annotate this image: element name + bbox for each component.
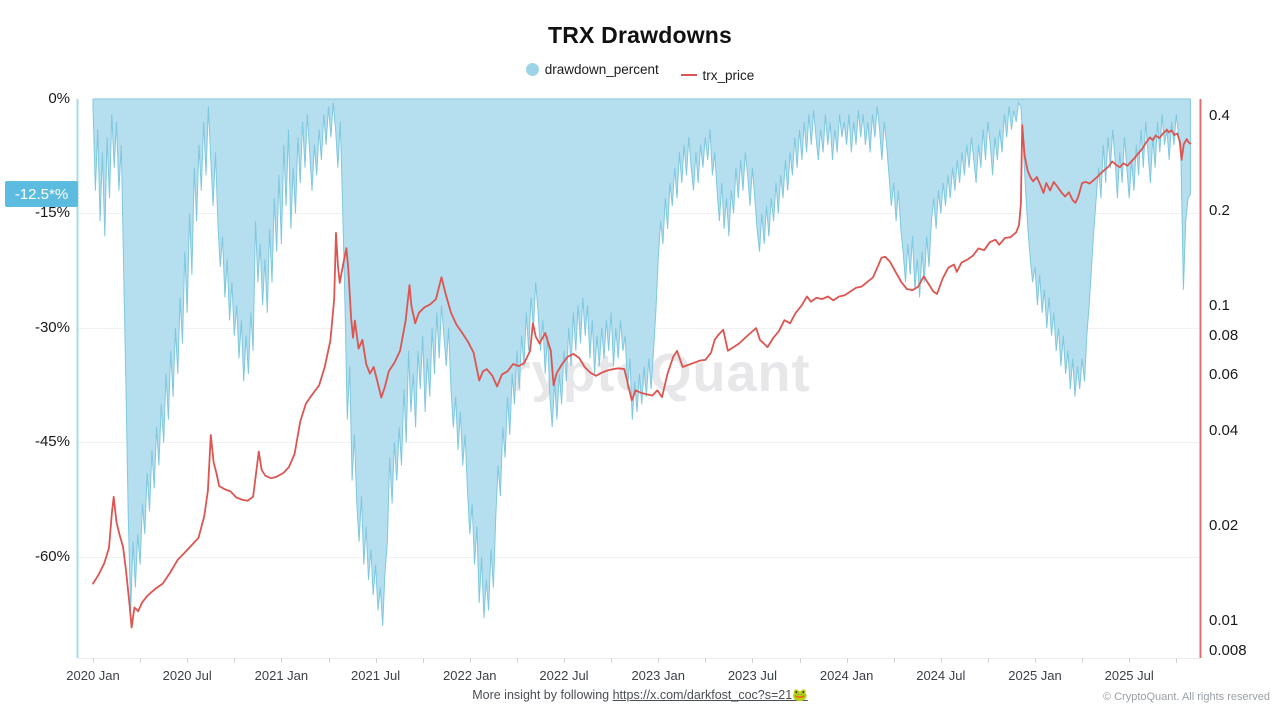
right-axis-tick-label: 0.08 [1209,327,1239,345]
drawdown-swatch-icon [525,63,539,76]
x-axis-tickmark [140,658,141,663]
right-axis-tick-label: 0.06 [1209,366,1239,384]
x-axis-tick-label: 2024 Jul [916,668,966,683]
x-axis-tickmark [234,658,235,663]
x-axis-tick-label: 2025 Jul [1104,668,1154,683]
x-axis-tickmark [1129,658,1130,663]
legend-item-drawdown[interactable]: drawdown_percent [525,62,659,77]
x-axis-tick-label: 2023 Jul [727,668,777,683]
x-axis-tickmark [658,658,659,663]
promo-text: More insight by following [472,688,613,702]
page-title: TRX Drawdowns [547,22,733,48]
x-axis-tickmark [988,658,989,663]
left-axis-tick-label: -15% [34,204,70,222]
right-axis-tick-label: 0.02 [1209,516,1239,534]
x-axis-tickmark [329,658,330,663]
right-axis-tick-label: 0.008 [1209,642,1247,660]
x-axis-tickmark [517,658,518,663]
drawdown-area-series [92,98,1191,626]
x-axis-tickmark [611,658,612,663]
x-axis-tick-label: 2020 Jan [66,668,120,683]
legend-item-price[interactable]: trx_price [680,67,755,83]
x-axis-tickmark [187,658,188,663]
price-swatch-icon [680,74,697,76]
right-axis-tick-label: 0.04 [1209,421,1239,439]
x-axis-tickmark [752,658,753,663]
x-axis-tickmark [423,658,424,663]
x-axis-tickmark [847,658,848,663]
bottom-axis-line [77,658,1200,659]
x-axis-tickmark [705,658,706,663]
x-axis-tickmark [941,658,942,663]
left-axis-tick-label: -60% [34,547,70,565]
left-axis-tick-label: -30% [34,318,70,336]
right-axis-tick-label: 0.1 [1209,296,1230,314]
right-axis-tick-label: 0.2 [1209,201,1230,219]
footer-promo: More insight by following https://x.com/… [0,688,1280,703]
current-drawdown-badge: -12.5*% [5,181,78,208]
x-axis-tickmark [1082,658,1083,663]
price-line-series [92,124,1192,629]
x-axis-tick-label: 2021 Jan [254,668,309,683]
x-axis-tick-label: 2022 Jan [443,668,497,683]
x-axis-tick-label: 2020 Jul [162,668,212,683]
x-axis-tickmark [800,658,801,663]
x-axis-tick-label: 2021 Jul [351,668,401,683]
x-axis-tickmark [93,658,94,663]
right-axis-tick-label: 0.01 [1209,611,1239,629]
left-axis-tick-label: 0% [48,90,70,107]
right-axis-tick-label: 0.4 [1209,106,1230,124]
x-axis-tick-label: 2024 Jan [819,668,874,683]
x-axis-tick-label: 2023 Jan [631,668,685,683]
x-axis-tick-label: 2025 Jan [1008,668,1062,683]
x-axis-tickmark [894,658,895,663]
h-gridline [77,557,1200,558]
copyright-text: © CryptoQuant. All rights reserved [1102,691,1270,703]
x-axis-tickmark [376,658,377,663]
legend: drawdown_percent trx_price [0,62,1280,83]
x-axis-tickmark [281,658,282,663]
h-gridline [77,442,1200,443]
legend-drawdown-label: drawdown_percent [544,62,659,77]
x-axis-tickmark [564,658,565,663]
x-axis-tick-label: 2022 Jul [539,668,589,683]
x-axis-tickmark [1176,658,1177,663]
legend-price-label: trx_price [702,67,755,83]
x-axis-tickmark [1035,658,1036,663]
left-axis-tick-label: -45% [34,433,70,451]
x-axis-tickmark [470,658,471,663]
promo-link[interactable]: https://x.com/darkfost_coc?s=21🐸 [612,688,808,702]
